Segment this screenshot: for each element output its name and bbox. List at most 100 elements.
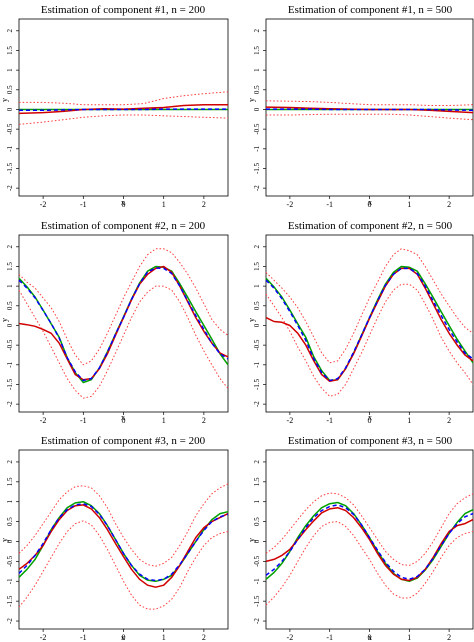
y-tick-label: -1 bbox=[6, 578, 14, 584]
y-axis-label: y bbox=[0, 538, 9, 542]
x-tick-label: 1 bbox=[407, 200, 411, 209]
panel-title: Estimation of component #3, n = 200 bbox=[41, 435, 206, 447]
y-tick-label: 0.5 bbox=[253, 517, 261, 526]
y-tick-label: -1.5 bbox=[253, 595, 261, 607]
y-tick-label: -1 bbox=[6, 145, 14, 151]
plot-area: -2 -1.5 -1 -0.5 0 0.5 1 1.5 2 -2 -1 0 1 2 bbox=[253, 449, 474, 642]
y-tick-label: -1.5 bbox=[253, 162, 261, 174]
series-line-1 bbox=[265, 504, 474, 581]
x-tick-label: 1 bbox=[162, 633, 166, 642]
y-tick-label: -1.5 bbox=[6, 162, 14, 174]
plot-area: -2 -1.5 -1 -0.5 0 0.5 1 1.5 2 -2 -1 0 1 2 bbox=[6, 234, 229, 425]
plot-area: -2 -1.5 -1 -0.5 0 0.5 1 1.5 2 -2 -1 0 1 2 bbox=[253, 234, 474, 425]
y-tick-label: -0.5 bbox=[253, 555, 261, 567]
x-tick-label: 1 bbox=[162, 416, 166, 425]
series-line-3 bbox=[265, 248, 474, 364]
series-line-2 bbox=[265, 267, 474, 383]
y-tick-label: -0.5 bbox=[253, 339, 261, 351]
plot-area: -2 -1.5 -1 -0.5 0 0.5 1 1.5 2 -2 -1 0 1 2 bbox=[6, 449, 229, 642]
series-line-1 bbox=[18, 502, 229, 582]
y-tick-label: 1.5 bbox=[253, 477, 261, 486]
panel-title: Estimation of component #1, n = 200 bbox=[41, 4, 206, 16]
x-tick-label: 0 bbox=[122, 633, 126, 642]
x-tick-label: 0 bbox=[368, 633, 372, 642]
x-tick-label: 2 bbox=[202, 200, 206, 209]
x-tick-label: -1 bbox=[326, 200, 333, 209]
y-tick-label: 1.5 bbox=[6, 262, 14, 271]
y-tick-label: 0.5 bbox=[6, 85, 14, 94]
plot-area: -2 -1.5 -1 -0.5 0 0.5 1 1.5 2 -2 -1 0 1 2 bbox=[6, 18, 229, 209]
y-tick-label: 0 bbox=[253, 323, 261, 327]
y-tick-label: 2 bbox=[253, 29, 261, 33]
y-tick-label: 2 bbox=[253, 460, 261, 464]
x-tick-label: 2 bbox=[447, 416, 451, 425]
series-line-1 bbox=[18, 267, 229, 382]
y-axis-label: y bbox=[0, 98, 9, 102]
y-tick-label: -1.5 bbox=[6, 378, 14, 390]
x-tick-label: -1 bbox=[326, 416, 333, 425]
series-line-0 bbox=[265, 265, 474, 382]
y-tick-label: 0 bbox=[6, 539, 14, 543]
y-axis-label: y bbox=[247, 318, 256, 322]
panel-component-3-n200: Estimation of component #3, n = 200 x y … bbox=[0, 435, 229, 642]
y-tick-label: 0.5 bbox=[6, 517, 14, 526]
x-axis-label: x bbox=[368, 413, 372, 422]
series-line-2 bbox=[18, 504, 229, 588]
y-tick-label: -2 bbox=[6, 401, 14, 407]
series-line-4 bbox=[265, 283, 474, 397]
series-line-4 bbox=[18, 285, 229, 399]
y-tick-label: 2 bbox=[6, 29, 14, 33]
y-tick-label: -0.5 bbox=[6, 555, 14, 567]
x-tick-label: -2 bbox=[287, 633, 294, 642]
y-tick-label: 2 bbox=[253, 245, 261, 249]
series-line-4 bbox=[265, 521, 474, 606]
y-tick-label: 2 bbox=[6, 245, 14, 249]
y-axis-label: y bbox=[0, 318, 9, 322]
y-tick-label: 1 bbox=[6, 284, 14, 288]
y-tick-label: -1 bbox=[253, 361, 261, 367]
x-axis-label: x bbox=[121, 633, 125, 642]
panel-title: Estimation of component #1, n = 500 bbox=[288, 4, 453, 16]
y-tick-label: -1.5 bbox=[253, 378, 261, 390]
x-axis-label: x bbox=[121, 413, 125, 422]
panel-component-2-n500: Estimation of component #2, n = 500 x y … bbox=[247, 220, 474, 425]
x-tick-label: 2 bbox=[202, 416, 206, 425]
x-tick-label: 2 bbox=[447, 200, 451, 209]
series-line-4 bbox=[18, 114, 229, 125]
y-tick-label: 0.5 bbox=[6, 301, 14, 310]
panel-component-1-n500: Estimation of component #1, n = 500 x y … bbox=[247, 4, 474, 209]
x-axis-label: x bbox=[368, 633, 372, 642]
y-tick-label: -1 bbox=[253, 578, 261, 584]
y-tick-label: 0 bbox=[253, 107, 261, 111]
plot-frame bbox=[18, 18, 229, 197]
series-line-2 bbox=[18, 103, 228, 115]
y-tick-label: -1 bbox=[253, 145, 261, 151]
y-tick-label: -1.5 bbox=[6, 595, 14, 607]
x-tick-label: 2 bbox=[202, 633, 206, 642]
x-axis-label: x bbox=[121, 198, 125, 207]
series-line-2 bbox=[265, 106, 474, 114]
x-tick-label: 1 bbox=[407, 633, 411, 642]
y-tick-label: -2 bbox=[253, 185, 261, 191]
y-tick-label: 1 bbox=[6, 68, 14, 72]
y-axis-label: y bbox=[247, 538, 256, 542]
x-tick-label: -2 bbox=[40, 416, 47, 425]
y-tick-label: 2 bbox=[6, 460, 14, 464]
y-tick-label: 1.5 bbox=[6, 477, 14, 486]
y-axis-label: y bbox=[247, 98, 256, 102]
y-tick-label: -0.5 bbox=[253, 123, 261, 135]
panel-title: Estimation of component #2, n = 200 bbox=[41, 220, 206, 232]
x-tick-label: -2 bbox=[287, 200, 294, 209]
y-tick-label: 1 bbox=[253, 68, 261, 72]
y-tick-label: 0 bbox=[6, 323, 14, 327]
x-tick-label: 0 bbox=[368, 416, 372, 425]
series-line-3 bbox=[265, 492, 474, 566]
y-tick-label: 0.5 bbox=[253, 85, 261, 94]
x-tick-label: -1 bbox=[326, 633, 333, 642]
series-line-4 bbox=[266, 113, 474, 121]
series-line-0 bbox=[18, 265, 229, 384]
y-tick-label: 1.5 bbox=[6, 46, 14, 55]
y-tick-label: 1.5 bbox=[253, 46, 261, 55]
plot-area: -2 -1.5 -1 -0.5 0 0.5 1 1.5 2 -2 -1 0 1 2 bbox=[253, 18, 474, 209]
x-axis-label: x bbox=[368, 198, 372, 207]
